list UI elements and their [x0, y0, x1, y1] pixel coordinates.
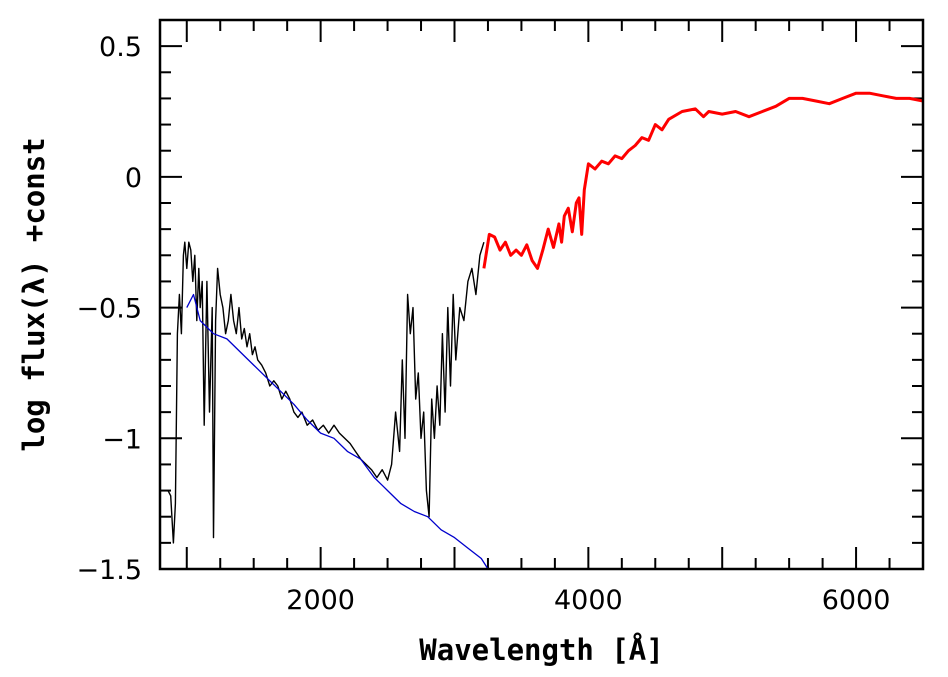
y-tick-label: −1 [102, 424, 142, 455]
series-line-1 [167, 241, 485, 544]
y-tick-label: 0.5 [99, 32, 142, 63]
x-tick-label: 4000 [554, 585, 623, 616]
tick-labels: 2000 4000 6000 0.5 0 −0.5 −1 −1.5 [76, 32, 890, 616]
y-axis-title: log flux(λ) +const [17, 137, 51, 451]
x-tick-label: 2000 [286, 585, 355, 616]
y-tick-label: −1.5 [76, 555, 142, 586]
plot-frame [158, 18, 925, 571]
x-axis-title: Wavelength [Å] [419, 633, 663, 667]
x-tick-label: 6000 [822, 585, 891, 616]
y-tick-label: 0 [125, 163, 142, 194]
axis-ticks [160, 19, 924, 570]
series-line-3 [482, 91, 924, 270]
y-tick-label: −0.5 [76, 294, 142, 325]
series-line-2 [186, 293, 489, 570]
series-layer [167, 91, 924, 570]
